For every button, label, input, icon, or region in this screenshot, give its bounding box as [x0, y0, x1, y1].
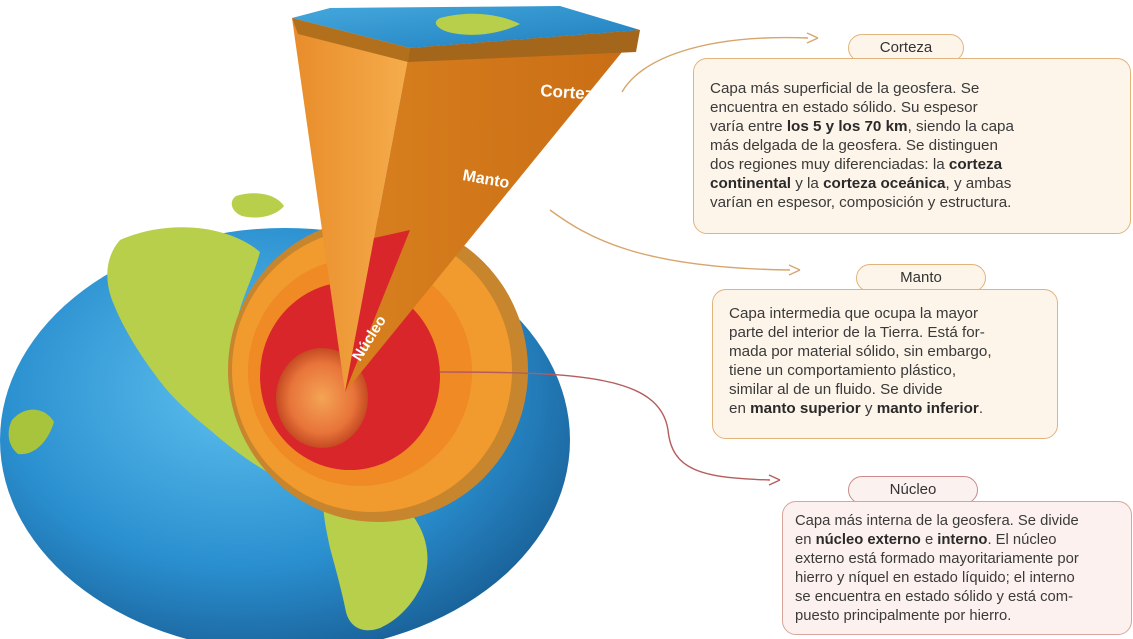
- corteza-text: varían en espesor, composición y estruct…: [710, 194, 1012, 211]
- corteza-line: encuentra en estado sólido. Su espesor: [710, 98, 1116, 117]
- corteza-line: Capa más superficial de la geosfera. Se: [710, 79, 1116, 98]
- south-america-land: [323, 485, 428, 631]
- connector-nucleo: [439, 371, 771, 481]
- nucleo-line: se encuentra en estado sólido y está com…: [795, 588, 1117, 607]
- wedge-crust-band-right: [408, 30, 640, 62]
- corteza-text: , siendo la capa: [907, 118, 1014, 135]
- manto-bold-term: manto inferior: [876, 400, 979, 417]
- nucleo-text: Capa más interna de la geosfera. Se divi…: [795, 513, 1079, 529]
- manto-title-tag: Manto: [856, 264, 986, 292]
- corteza-text: , y ambas: [945, 175, 1012, 192]
- corteza-line: varían en espesor, composición y estruct…: [710, 193, 1116, 212]
- corteza-bold-term: corteza: [948, 156, 1003, 173]
- manto-text: similar al de un fluido. Se divide: [729, 381, 943, 398]
- nucleo-text: e: [920, 532, 938, 548]
- corteza-text: varía entre: [710, 118, 787, 135]
- manto-line: mada por material sólido, sin embargo,: [729, 342, 1043, 361]
- connector-corteza: [621, 36, 809, 93]
- nucleo-text: hierro y níquel en estado líquido; el in…: [795, 570, 1075, 586]
- arrow-corteza: [806, 32, 819, 44]
- manto-line: Capa intermedia que ocupa la mayor: [729, 304, 1043, 323]
- manto-text: Capa intermedia que ocupa la mayor: [729, 305, 979, 322]
- manto-text: .: [978, 400, 984, 417]
- connector-manto: [549, 209, 791, 271]
- label-corteza: Corteza: [540, 81, 604, 104]
- nucleo-text: se encuentra en estado sólido y está com…: [795, 589, 1074, 605]
- nucleo-text: . El núcleo: [987, 532, 1057, 548]
- wedge-right-face: [345, 30, 640, 392]
- nucleo-bold-term: núcleo externo: [815, 532, 921, 548]
- nucleo-line: en núcleo externo e interno. El núcleo: [795, 531, 1117, 550]
- corteza-text: dos regiones muy diferenciadas: la: [710, 156, 949, 173]
- nucleo-description: Capa más interna de la geosfera. Se divi…: [782, 501, 1132, 635]
- manto-line: parte del interior de la Tierra. Está fo…: [729, 323, 1043, 342]
- left-land: [8, 409, 54, 455]
- nucleo-line: puesto principalmente por hierro.: [795, 607, 1117, 626]
- arrow-nucleo: [768, 474, 781, 486]
- manto-line: en manto superior y manto inferior.: [729, 399, 1043, 418]
- corteza-bold-term: los 5 y los 70 km: [786, 118, 908, 135]
- corteza-text: Capa más superficial de la geosfera. Se: [710, 80, 980, 97]
- corteza-text: y la: [791, 175, 824, 192]
- corteza-bold-term: corteza oceánica: [823, 175, 946, 192]
- manto-text: parte del interior de la Tierra. Está fo…: [729, 324, 985, 341]
- wedge-crust-band-left: [292, 18, 410, 62]
- corteza-text: más delgada de la geosfera. Se distingue…: [710, 137, 998, 154]
- wedge-top-land: [435, 13, 520, 35]
- manto-description: Capa intermedia que ocupa la mayor parte …: [712, 289, 1058, 439]
- nucleo-line: externo está formado mayoritariamente po…: [795, 550, 1117, 569]
- nucleo-text: puesto principalmente por hierro.: [795, 608, 1012, 624]
- manto-line: tiene un comportamiento plástico,: [729, 361, 1043, 380]
- corteza-line: varía entre los 5 y los 70 km, siendo la…: [710, 117, 1116, 136]
- corteza-line: más delgada de la geosfera. Se distingue…: [710, 136, 1116, 155]
- corteza-description: Capa más superficial de la geosfera. Se e…: [693, 58, 1131, 234]
- manto-text: en: [729, 400, 751, 417]
- greenland-land: [231, 193, 284, 218]
- arrow-manto: [788, 264, 801, 276]
- manto-text: y: [860, 400, 877, 417]
- corteza-line: continental y la corteza oceánica, y amb…: [710, 174, 1116, 193]
- manto-text: mada por material sólido, sin embargo,: [729, 343, 992, 360]
- corteza-bold-term: continental: [710, 175, 792, 192]
- corteza-title-tag: Corteza: [848, 34, 964, 62]
- wedge-left-face: [292, 18, 410, 392]
- corteza-text: encuentra en estado sólido. Su espesor: [710, 99, 978, 116]
- manto-line: similar al de un fluido. Se divide: [729, 380, 1043, 399]
- manto-bold-term: manto superior: [750, 400, 861, 417]
- nucleo-text: en: [795, 532, 816, 548]
- nucleo-text: externo está formado mayoritariamente po…: [795, 551, 1079, 567]
- corteza-line: dos regiones muy diferenciadas: la corte…: [710, 155, 1116, 174]
- nucleo-title-tag: Núcleo: [848, 476, 978, 504]
- nucleo-bold-term: interno: [937, 532, 988, 548]
- nucleo-line: Capa más interna de la geosfera. Se divi…: [795, 512, 1117, 531]
- wedge-core-face: [345, 230, 410, 392]
- nucleo-line: hierro y níquel en estado líquido; el in…: [795, 569, 1117, 588]
- manto-text: tiene un comportamiento plástico,: [729, 362, 957, 379]
